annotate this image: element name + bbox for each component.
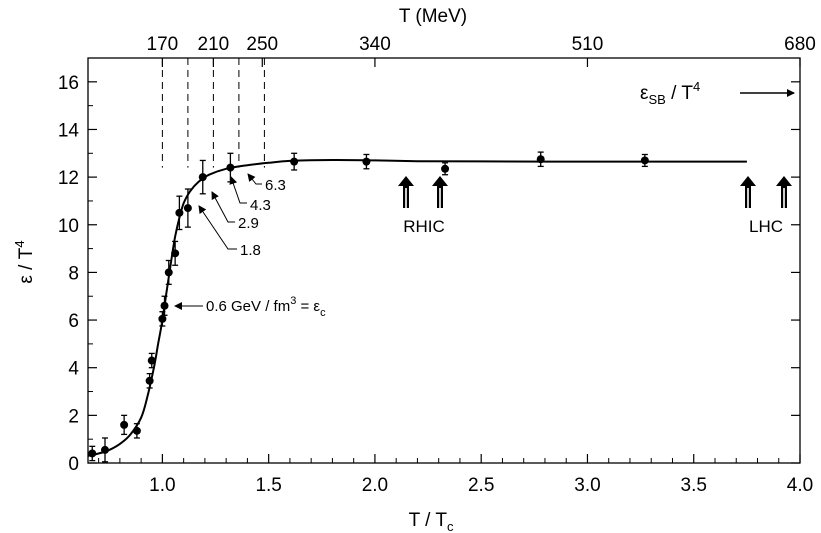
- svg-text:0.6 GeV / fm3 = εc: 0.6 GeV / fm3 = εc: [206, 295, 326, 319]
- data-point: [171, 249, 180, 258]
- svg-text:1.8: 1.8: [240, 242, 261, 259]
- curve-layer: [87, 158, 747, 457]
- data-point: [290, 157, 299, 166]
- top-tick-label: 340: [359, 34, 391, 55]
- data-point: [132, 426, 141, 435]
- lhc-markers: LHC: [740, 176, 792, 236]
- y-tick-label: 8: [68, 263, 79, 284]
- data-point: [226, 163, 235, 172]
- x-tick-label: 3.5: [681, 475, 707, 496]
- lhc-arrow-2-icon: [776, 176, 792, 208]
- svg-text:6.3: 6.3: [265, 177, 286, 194]
- rhic-label: RHIC: [403, 217, 445, 236]
- x-tick-label: 1.0: [149, 475, 175, 496]
- fit-curve: [87, 158, 747, 457]
- energy-density-label-2-9: 2.9: [211, 191, 259, 232]
- svg-text:2.9: 2.9: [238, 215, 259, 232]
- data-point: [101, 445, 110, 454]
- data-point: [160, 301, 169, 310]
- top-tick-label: 210: [198, 34, 230, 55]
- y-tick-label: 6: [68, 311, 79, 332]
- top-tick-label: 510: [572, 34, 604, 55]
- data-point: [158, 314, 167, 323]
- top-tick-label: 250: [246, 34, 278, 55]
- data-point: [88, 449, 97, 458]
- svg-text:εSB / T4: εSB / T4: [640, 79, 700, 107]
- top-axis-title: T (MeV): [399, 6, 467, 27]
- x-tick-label: 1.5: [255, 475, 281, 496]
- rhic-markers: RHIC: [398, 176, 448, 236]
- top-tick-label: 680: [784, 34, 816, 55]
- x-tick-label: 4.0: [787, 475, 813, 496]
- plot-frame: [87, 57, 801, 464]
- data-point: [441, 164, 450, 173]
- lhc-label: LHC: [749, 217, 783, 236]
- rhic-arrow-1-icon: [398, 176, 414, 208]
- y-tick-label: 2: [68, 406, 79, 427]
- energy-density-label-6-3: 6.3: [247, 173, 286, 194]
- data-point: [536, 155, 545, 164]
- data-point: [147, 356, 156, 365]
- energy-density-label-4-3: 4.3: [229, 176, 271, 214]
- data-point: [164, 268, 173, 277]
- stefan-boltzmann-limit-label: εSB / T4: [640, 79, 795, 107]
- data-point: [120, 420, 129, 429]
- svg-text:4.3: 4.3: [250, 197, 271, 214]
- data-point: [145, 376, 154, 385]
- rhic-arrow-2-icon: [432, 176, 448, 208]
- x-tick-label: 3.0: [574, 475, 600, 496]
- x-tick-label: 2.0: [362, 475, 388, 496]
- y-axis-title: ε / T4: [12, 240, 37, 283]
- y-tick-label: 10: [58, 216, 79, 237]
- y-tick-label: 12: [58, 168, 79, 189]
- data-point: [362, 157, 371, 166]
- x-tick-label: 2.5: [468, 475, 494, 496]
- top-tick-label: 170: [147, 34, 179, 55]
- data-point: [175, 208, 184, 217]
- y-tick-label: 14: [58, 120, 80, 141]
- data-point: [183, 204, 192, 213]
- data-point: [198, 173, 207, 182]
- temperature-guide-lines: [161, 58, 265, 168]
- data-points: [88, 151, 649, 463]
- data-point: [640, 156, 649, 165]
- energy-density-label-1-8: 1.8: [198, 205, 261, 259]
- lhc-arrow-1-icon: [740, 176, 756, 208]
- y-tick-label: 4: [68, 359, 79, 380]
- epsilon-c-annotation: 0.6 GeV / fm3 = εc: [174, 295, 326, 319]
- y-tick-label: 16: [58, 73, 79, 94]
- y-tick-label: 0: [68, 454, 79, 475]
- axis-ticks: 1.0 1.5 2.0 2.5 3.0 3.5 4.0 0 2 4 6 8 10 12 14 16 170 210…: [58, 34, 816, 496]
- x-axis-title: T / Tc: [409, 510, 454, 533]
